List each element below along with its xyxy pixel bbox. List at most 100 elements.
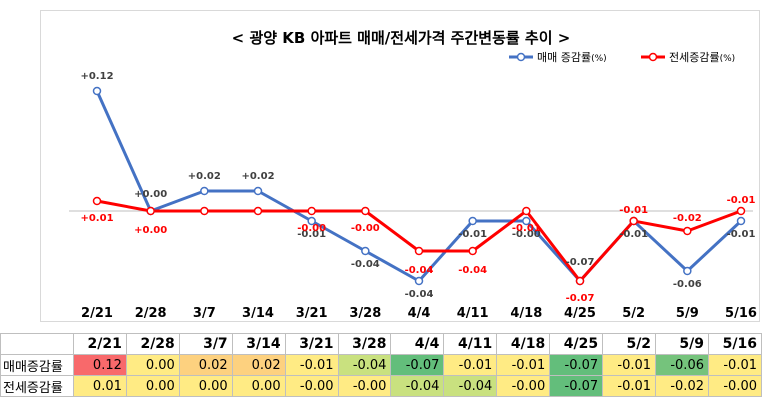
x-tick-label: 3/21 bbox=[296, 306, 328, 321]
x-tick-label: 3/7 bbox=[193, 306, 216, 321]
table-cell: -0.00 bbox=[707, 375, 762, 397]
data-label: -0.06 bbox=[673, 279, 702, 290]
series-layer bbox=[92, 86, 746, 286]
series-2-point bbox=[414, 246, 424, 256]
x-tick-label: 2/28 bbox=[135, 306, 167, 321]
x-tick-label: 4/11 bbox=[457, 306, 489, 321]
x-tick-label: 5/2 bbox=[622, 306, 645, 321]
data-label: -0.01 bbox=[297, 229, 326, 240]
table-cell: 0.00 bbox=[125, 354, 180, 376]
x-tick-label: 5/9 bbox=[676, 306, 699, 321]
table-cell: -0.01 bbox=[707, 354, 762, 376]
data-label: -0.04 bbox=[405, 289, 434, 300]
series-2-point bbox=[522, 206, 531, 216]
data-label: -0.00 bbox=[512, 229, 541, 240]
table-header-cell: 5/2 bbox=[602, 333, 657, 355]
table-cell: -0.07 bbox=[549, 375, 604, 397]
data-label: -0.01 bbox=[727, 229, 756, 240]
legend: 매매 증감률(%) 전세증감률(%) bbox=[509, 51, 735, 64]
x-tick-label: 2/21 bbox=[81, 306, 113, 321]
table-body: 매매증감률 0.12 0.00 0.02 0.02 -0.01 -0.04 -0.07 -0.0… bbox=[0, 354, 762, 397]
series-2-point bbox=[736, 206, 746, 216]
table-cell: -0.01 bbox=[284, 354, 339, 376]
table-cell: -0.00 bbox=[337, 375, 392, 397]
series-1-point bbox=[92, 86, 102, 96]
series-2-point bbox=[575, 276, 585, 286]
table-cell: -0.01 bbox=[443, 354, 498, 376]
legend-unit: (%) bbox=[720, 54, 736, 64]
data-label: -0.01 bbox=[727, 195, 756, 206]
data-label: +0.02 bbox=[241, 171, 274, 182]
table-header-row: 2/21 2/28 3/7 3/14 3/21 3/28 4/4 4/11 4/18 4/25 5/… bbox=[0, 333, 762, 355]
data-label: -0.07 bbox=[566, 257, 595, 268]
series-2-point bbox=[146, 206, 155, 216]
series-2-point bbox=[361, 206, 370, 216]
table-cell: -0.06 bbox=[655, 354, 709, 376]
chart-area: < 광양 KB 아파트 매매/전세가격 주간변동률 추이 > 매매 증감률(%)… bbox=[40, 10, 760, 322]
x-tick-label: 4/18 bbox=[510, 306, 542, 321]
table-cell: -0.01 bbox=[496, 354, 551, 376]
table-header-cell: 5/9 bbox=[655, 333, 709, 355]
legend-marker bbox=[516, 52, 526, 62]
legend-label: 매매 증감률(%) bbox=[537, 51, 607, 64]
table-header-cell: 5/16 bbox=[707, 333, 762, 355]
table-cell: -0.02 bbox=[655, 375, 709, 397]
series-1-point bbox=[683, 266, 692, 276]
table-cell: 0.00 bbox=[178, 375, 233, 397]
table-cell: -0.01 bbox=[602, 375, 657, 397]
legend-label: 전세증감률(%) bbox=[669, 51, 735, 64]
series-2-point bbox=[200, 206, 209, 216]
data-label: -0.04 bbox=[405, 265, 434, 276]
table-corner-cell bbox=[0, 333, 74, 355]
table-cell: -0.00 bbox=[496, 375, 551, 397]
table-header-cell: 4/25 bbox=[549, 333, 604, 355]
x-tick-label: 3/14 bbox=[242, 306, 274, 321]
series-1-point bbox=[468, 216, 477, 226]
series-1-point bbox=[200, 186, 209, 196]
series-2-point bbox=[683, 226, 692, 236]
series-1-point bbox=[253, 186, 263, 196]
x-tick-label: 4/25 bbox=[564, 306, 596, 321]
series-2-point bbox=[629, 216, 638, 226]
table-cell: -0.04 bbox=[337, 354, 392, 376]
table-cell: 0.12 bbox=[72, 354, 127, 376]
data-label: -0.04 bbox=[458, 265, 487, 276]
table-header-cell: 3/28 bbox=[337, 333, 392, 355]
table-cell: 0.02 bbox=[231, 354, 286, 376]
data-label: -0.01 bbox=[619, 205, 648, 216]
table-header-cell: 3/14 bbox=[231, 333, 286, 355]
table-cell: 0.00 bbox=[231, 375, 286, 397]
data-label: -0.02 bbox=[673, 213, 702, 224]
legend-marker bbox=[648, 52, 658, 62]
data-label: +0.01 bbox=[80, 213, 113, 224]
data-label: +0.12 bbox=[80, 71, 113, 82]
data-label: -0.00 bbox=[351, 223, 380, 234]
series-1-point bbox=[361, 246, 370, 256]
chart-title: < 광양 KB 아파트 매매/전세가격 주간변동률 추이 > bbox=[232, 29, 571, 47]
data-label: -0.04 bbox=[351, 259, 380, 270]
data-label: -0.01 bbox=[512, 223, 541, 234]
data-labels: +0.12 +0.00 +0.02 +0.02 -0.01 -0.04 -0.04 -0.01… bbox=[80, 71, 755, 304]
series-1-point bbox=[414, 276, 424, 286]
table-header-cell: 2/28 bbox=[125, 333, 180, 355]
table-row-label: 전세증감률 bbox=[0, 375, 74, 397]
table-cell: -0.07 bbox=[549, 354, 604, 376]
table-cell: -0.07 bbox=[390, 354, 445, 376]
x-tick-label: 4/4 bbox=[408, 306, 431, 321]
data-label: -0.01 bbox=[619, 229, 648, 240]
table-cell: -0.04 bbox=[443, 375, 498, 397]
line-chart: < 광양 KB 아파트 매매/전세가격 주간변동률 추이 > 매매 증감률(%)… bbox=[69, 29, 757, 321]
x-tick-label: 5/16 bbox=[725, 306, 757, 321]
table-header-cell: 2/21 bbox=[72, 333, 127, 355]
data-label: -0.01 bbox=[458, 229, 487, 240]
data-label: +0.02 bbox=[188, 171, 221, 182]
table-row: 전세증감률 0.01 0.00 0.00 0.00 -0.00 -0.00 -0.04 -0.0… bbox=[0, 375, 762, 397]
table-cell: -0.01 bbox=[602, 354, 657, 376]
table-row-label: 매매증감률 bbox=[0, 354, 74, 376]
series-2-point bbox=[307, 206, 316, 216]
data-table: 2/21 2/28 3/7 3/14 3/21 3/28 4/4 4/11 4/18 4/25 5/… bbox=[0, 333, 762, 397]
table-cell: -0.00 bbox=[284, 375, 339, 397]
data-label: +0.00 bbox=[134, 225, 167, 236]
x-axis: 2/21 2/28 3/7 3/14 3/21 3/28 4/4 4/11 4/18 4/25 5/… bbox=[69, 210, 757, 321]
data-label: -0.07 bbox=[566, 293, 595, 304]
